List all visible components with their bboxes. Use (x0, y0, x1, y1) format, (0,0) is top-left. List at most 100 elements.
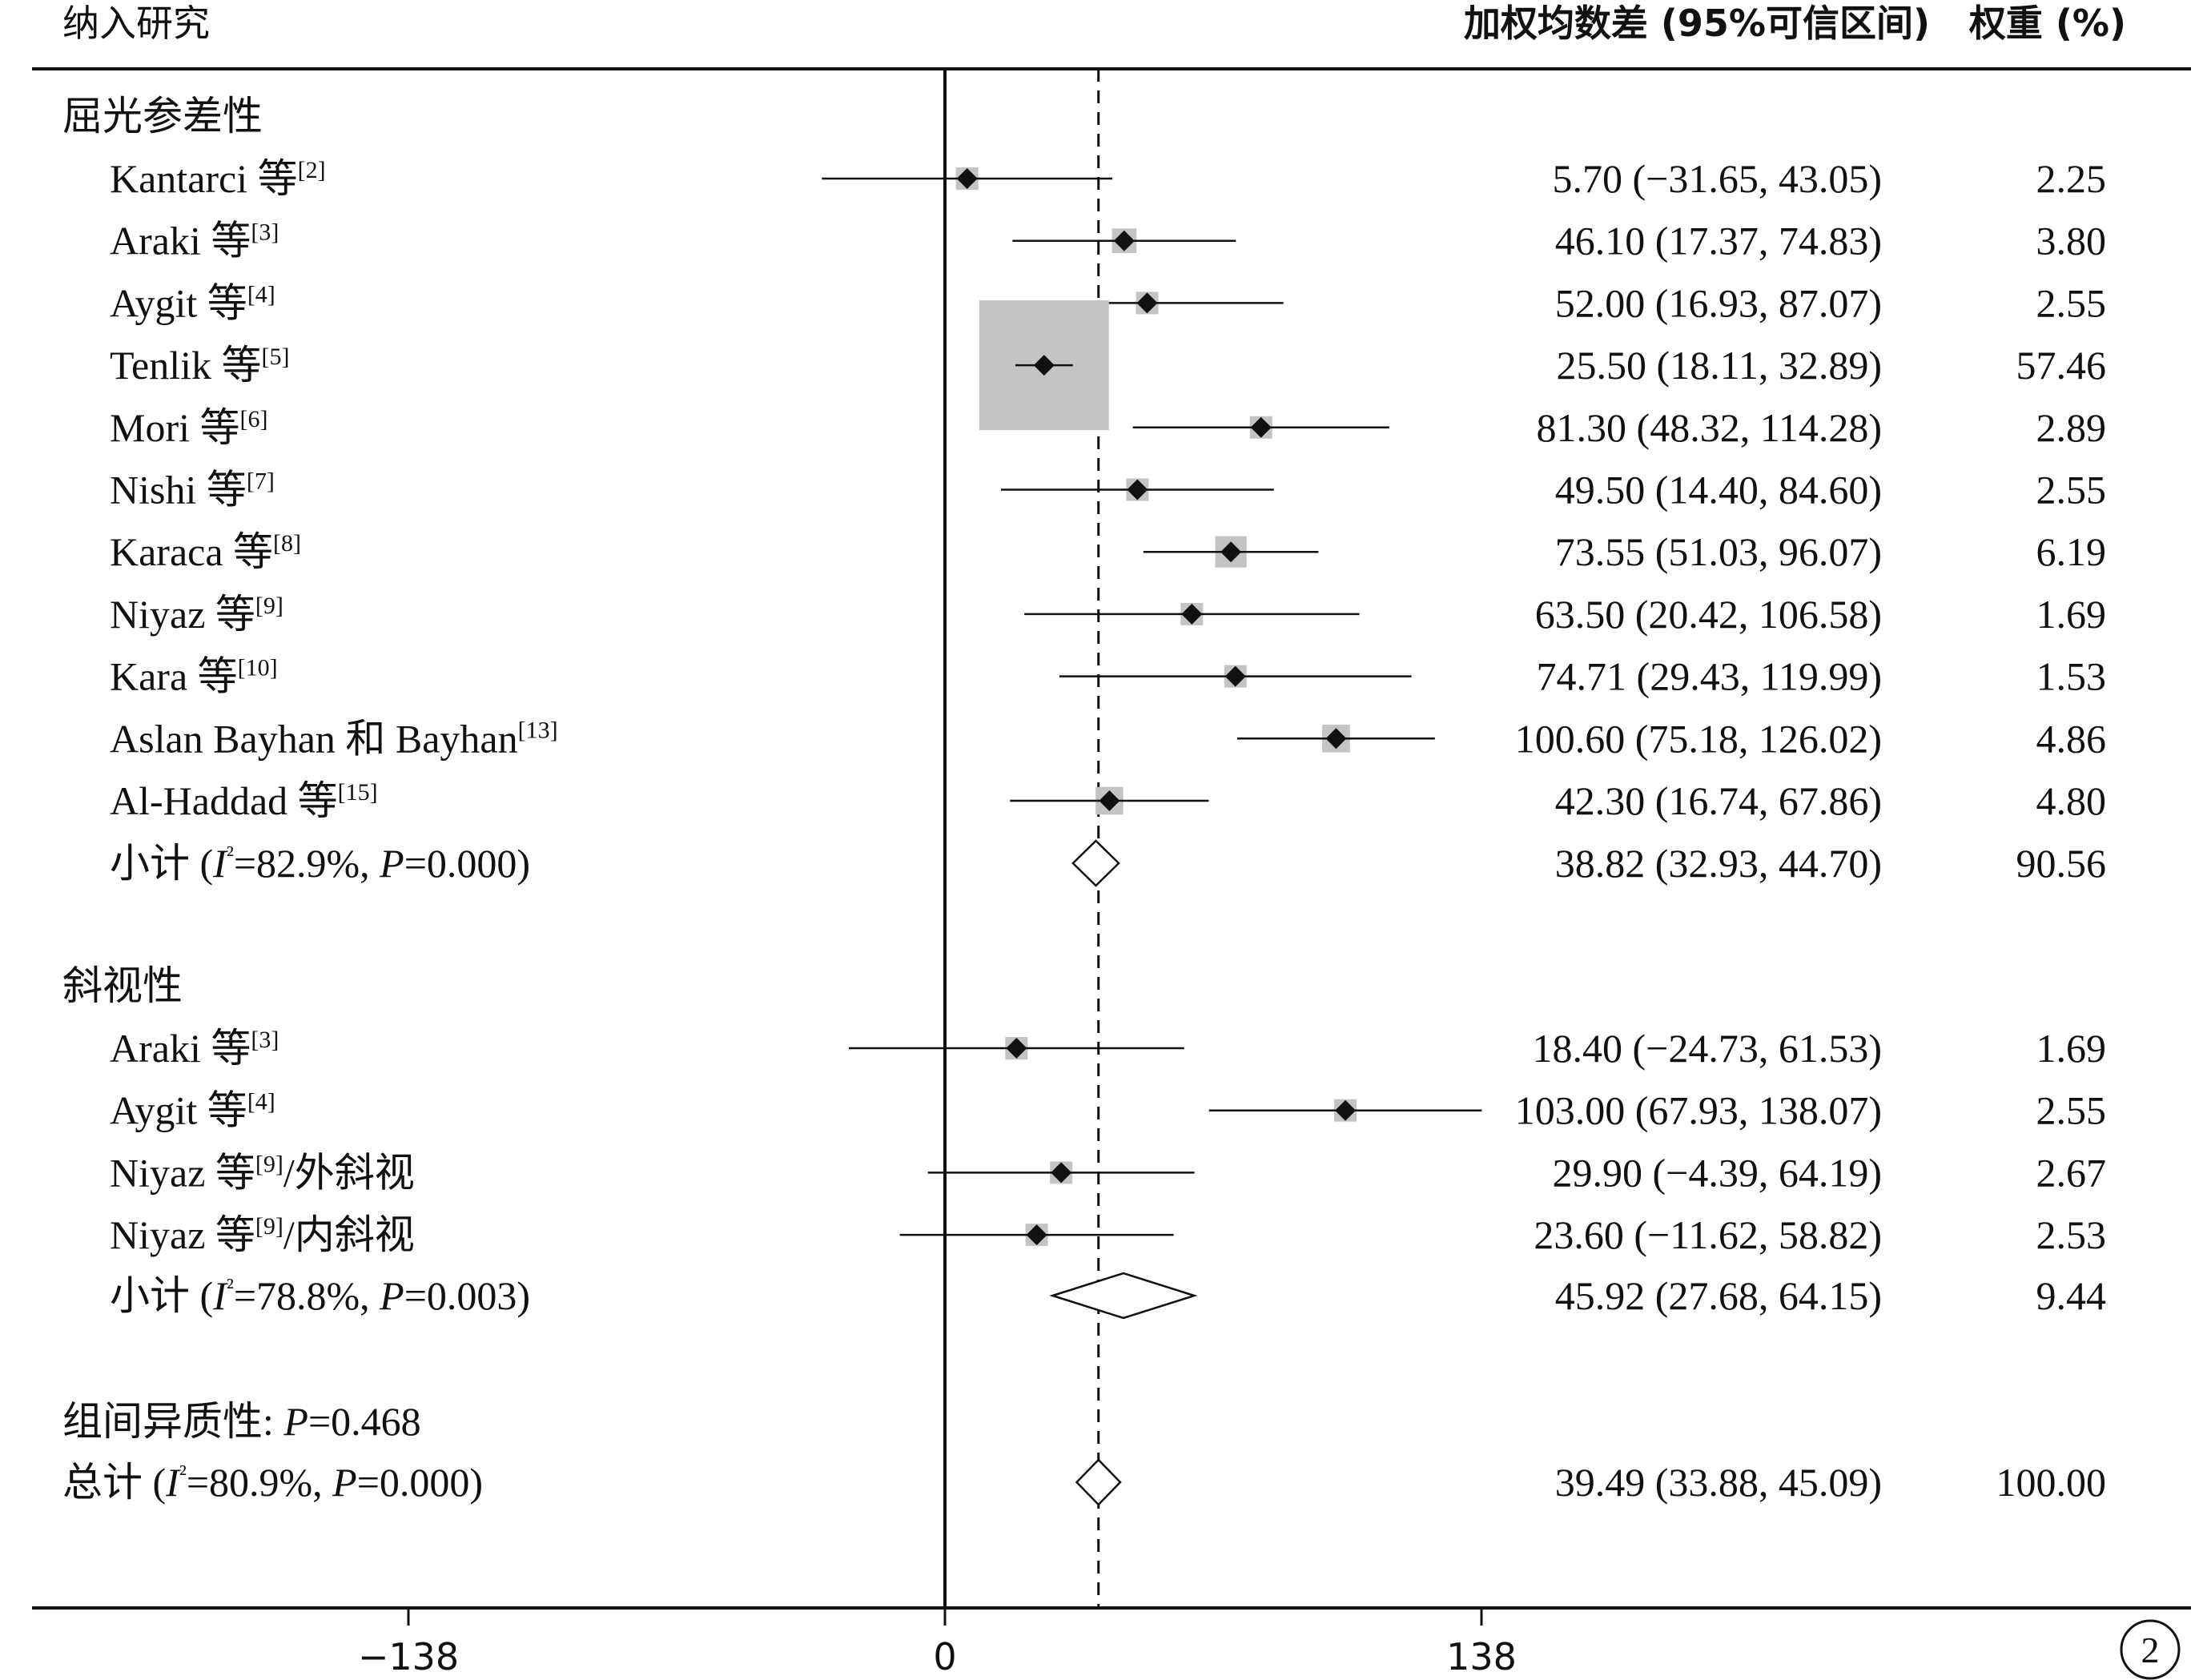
study-name: Niyaz 等 (110, 592, 255, 637)
ci-text: 49.50 (14.40, 84.60) (1555, 468, 1882, 512)
point-estimate (1250, 416, 1272, 438)
subtotal-label: 小计 (I²=82.9%, P=0.000) (110, 841, 530, 886)
study-ref: [4] (247, 281, 275, 307)
ci-text: 29.90 (−4.39, 64.19) (1553, 1150, 1883, 1195)
subtotal-label-pre: 小计 ( (110, 1273, 213, 1318)
study-ref: [4] (247, 1089, 275, 1115)
point-estimate (1224, 665, 1246, 687)
study-name: Araki 等 (110, 219, 251, 263)
study-name: Aygit 等 (110, 1088, 247, 1133)
overall-label-post: ) (469, 1460, 483, 1505)
study-ref: [6] (240, 406, 268, 432)
ci-text: 81.30 (48.32, 114.28) (1537, 405, 1882, 450)
overall-p-letter: P (332, 1460, 357, 1505)
study-name: Niyaz 等 (110, 1212, 255, 1257)
subtotal-p-letter: P (379, 841, 404, 886)
study-label: Tenlik 等[5] (110, 343, 290, 388)
study-label: Aygit 等[4] (110, 280, 275, 325)
study-name: Kara 等 (110, 654, 238, 699)
study-label: Aslan Bayhan 和 Bayhan[13] (110, 716, 558, 761)
point-estimate (1006, 1038, 1027, 1059)
study-ref: [15] (338, 779, 378, 806)
study-ref: [3] (251, 1027, 279, 1053)
point-estimate (1136, 292, 1158, 314)
ci-text: 63.50 (20.42, 106.58) (1535, 592, 1882, 637)
subtotal-i2-value: =82.9%, (234, 841, 380, 886)
weight-text: 4.80 (2036, 778, 2107, 823)
overall-i2-value: =80.9%, (187, 1460, 332, 1505)
study-ref: [5] (262, 344, 290, 370)
subtotal-label-post: ) (517, 1273, 530, 1318)
between-p-value: =0.468 (308, 1399, 421, 1444)
study-label: Al-Haddad 等[15] (110, 778, 378, 823)
subtotal-i2-letter: I (212, 1273, 228, 1318)
point-estimate (1033, 355, 1055, 376)
point-estimate (1335, 1099, 1357, 1121)
study-name: Al-Haddad 等 (110, 778, 338, 823)
study-ref: [8] (273, 530, 301, 557)
between-group-heterogeneity: 组间异质性: P=0.468 (62, 1399, 421, 1444)
subtotal-ci-text: 38.82 (32.93, 44.70) (1555, 841, 1882, 886)
point-estimate (1051, 1162, 1072, 1184)
study-label: Mori 等[6] (110, 405, 267, 450)
overall-ci-text: 39.49 (33.88, 45.09) (1555, 1460, 1882, 1505)
ci-text: 42.30 (16.74, 67.86) (1555, 778, 1882, 823)
weight-text: 6.19 (2036, 529, 2107, 574)
plot-layer (822, 69, 1482, 1608)
study-name: Aygit 等 (110, 280, 247, 325)
point-estimate (1127, 479, 1148, 500)
study-label: Araki 等[3] (110, 1026, 279, 1071)
header-effect: 加权均数差 (95%可信区间) (1464, 2, 1930, 45)
ci-text: 5.70 (−31.65, 43.05) (1553, 156, 1883, 201)
study-ref: [10] (238, 655, 278, 681)
weight-text: 2.55 (2036, 280, 2107, 325)
subtotal-diamond (1071, 839, 1120, 887)
overall-i2-letter: I (165, 1460, 181, 1505)
badge-circle (2120, 1619, 2181, 1680)
study-label: Kara 等[10] (110, 654, 278, 699)
study-name: Karaca 等 (110, 529, 273, 574)
ci-text: 103.00 (67.93, 138.07) (1515, 1088, 1882, 1133)
study-name: Mori 等 (110, 405, 240, 450)
subtotal-label-pre: 小计 ( (110, 841, 213, 886)
subtotal-label: 小计 (I²=78.8%, P=0.003) (110, 1273, 530, 1318)
point-estimate (1113, 230, 1135, 251)
weight-text: 2.25 (2036, 156, 2107, 201)
point-estimate (956, 168, 978, 189)
header-study: 纳入研究 (62, 2, 210, 45)
between-p-letter: P (283, 1399, 308, 1444)
text-layer: 屈光参差性 Kantarci 等[2] 5.70 (−31.65, 43.05) 2.… (62, 93, 2106, 1505)
group-heading: 斜视性 (62, 963, 183, 1009)
study-label: Nishi 等[7] (110, 468, 275, 512)
study-label: Aygit 等[4] (110, 1088, 275, 1133)
header-weight: 权重 (%) (1968, 2, 2126, 45)
overall-weight-text: 100.00 (1996, 1460, 2107, 1505)
study-label: Niyaz 等[9] (110, 592, 283, 637)
x-tick-label: −138 (358, 1635, 459, 1678)
ci-text: 52.00 (16.93, 87.07) (1555, 280, 1882, 325)
study-label: Kantarci 等[2] (110, 156, 326, 201)
subtotal-p-value: =0.003 (404, 1273, 517, 1318)
study-suffix: /内斜视 (283, 1212, 415, 1257)
overall-i2-sup: ² (179, 1461, 187, 1487)
study-name: Tenlik 等 (110, 343, 262, 388)
subtotal-p-value: =0.000 (404, 841, 517, 886)
study-ref: [13] (518, 717, 558, 743)
group-heading: 屈光参差性 (62, 93, 263, 139)
subtotal-i2-value: =78.8%, (234, 1273, 380, 1318)
weight-text: 4.86 (2036, 716, 2107, 761)
ci-text: 74.71 (29.43, 119.99) (1537, 654, 1882, 699)
weight-text: 2.89 (2036, 405, 2107, 450)
study-suffix: /外斜视 (283, 1150, 415, 1195)
study-ref: [9] (255, 1151, 283, 1177)
weight-text: 1.69 (2036, 1026, 2107, 1071)
weight-text: 1.53 (2036, 654, 2107, 699)
study-ref: [9] (255, 593, 283, 619)
subtotal-weight-text: 90.56 (2016, 841, 2107, 886)
subtotal-i2-sup: ² (227, 1274, 234, 1300)
overall-diamond (1075, 1458, 1122, 1506)
study-label: Niyaz 等[9]/外斜视 (110, 1150, 415, 1195)
study-name: Aslan Bayhan 和 Bayhan (110, 716, 518, 761)
point-estimate (1181, 603, 1203, 625)
